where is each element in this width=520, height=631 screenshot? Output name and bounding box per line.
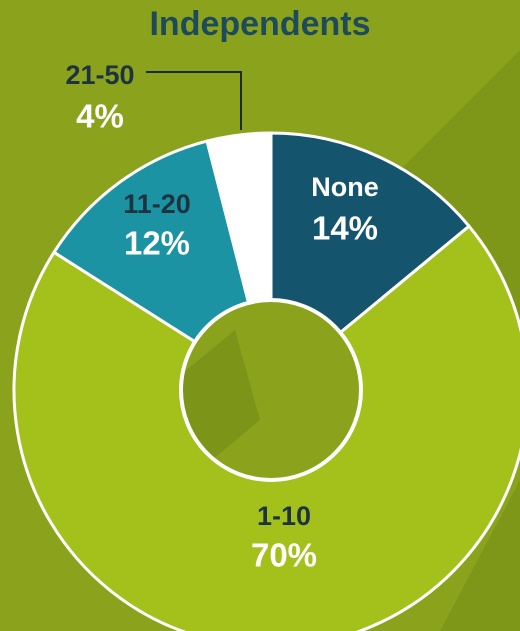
donut-hole [179, 298, 363, 482]
background-shape [440, 480, 520, 631]
labels: None 14% 1-10 70% 11-20 12% 21-50 4% [65, 60, 378, 574]
slice-value-label: 14% [312, 210, 378, 247]
leader-line [146, 71, 242, 130]
slice-category-label: 21-50 [65, 60, 134, 90]
slice-category-label: 11-20 [123, 189, 191, 219]
chart-title: Independents [149, 5, 370, 43]
slices [12, 131, 520, 631]
slice-value-label: 12% [124, 225, 190, 262]
slice-category-label: None [311, 172, 379, 202]
slice-category-label: 1-10 [257, 501, 311, 531]
slice-value-label: 70% [251, 537, 317, 574]
slice-value-label: 4% [76, 98, 124, 135]
